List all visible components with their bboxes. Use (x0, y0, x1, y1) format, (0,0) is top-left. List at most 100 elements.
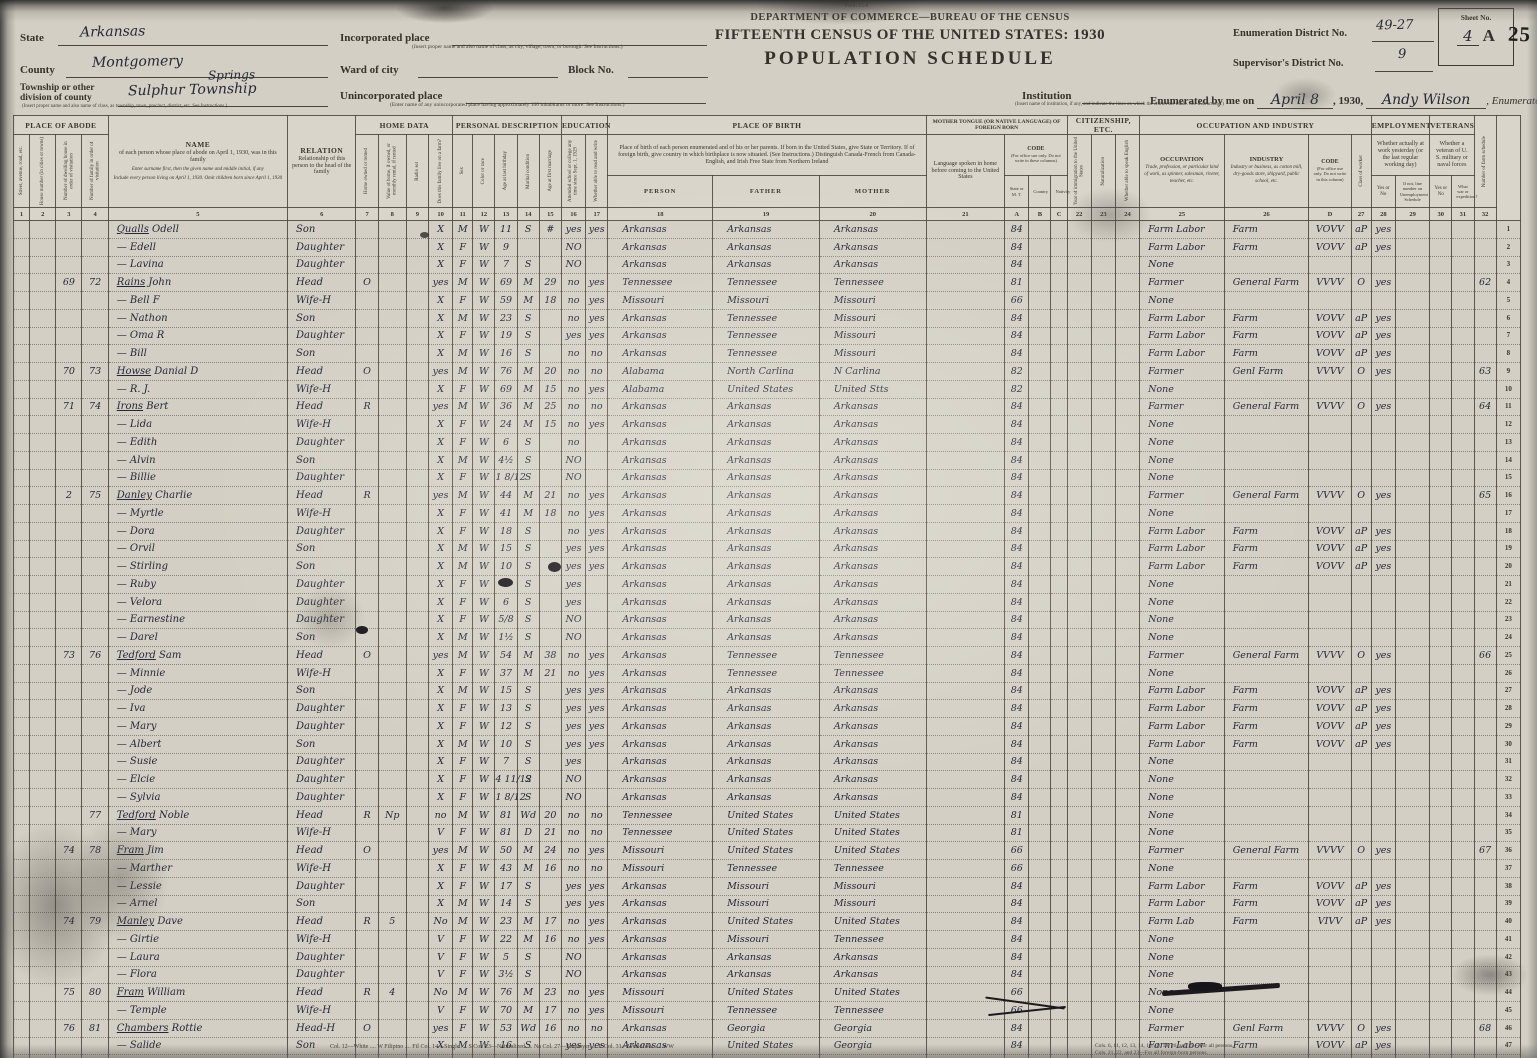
cell-house (29, 752, 57, 772)
cell-birthplace: Arkansas (607, 308, 714, 328)
cell-line-number: 13 (1495, 433, 1522, 452)
cell-naturalization (1090, 220, 1116, 239)
cell-at-work (1370, 752, 1396, 772)
cell-code-state: 84 (1004, 947, 1030, 967)
cell-code-state: 84 (1004, 415, 1030, 434)
cell-line-number: 33 (1495, 788, 1522, 807)
cell-name: — Orvil (107, 539, 289, 559)
cell-radio (405, 752, 429, 772)
cell-house (29, 912, 57, 931)
group-citizenship: CITIZENSHIP, ETC. (1066, 115, 1141, 135)
cell-war (1451, 859, 1475, 878)
cell-dwelling (55, 752, 83, 772)
cell-farm: X (427, 859, 454, 878)
cell-mother-birthplace: Arkansas (818, 468, 927, 488)
cell-class-worker: aP (1350, 521, 1372, 541)
cell-father-birthplace: Arkansas (712, 717, 820, 736)
cell-occupation: Farmer (1139, 1018, 1225, 1038)
cell-code-state: 84 (1004, 521, 1030, 541)
cell-read-write (585, 255, 609, 275)
cell-occ-code (1308, 983, 1352, 1002)
cell-line-number: 5 (1495, 291, 1522, 310)
cell-family (81, 220, 109, 239)
cell-industry: Farm (1223, 681, 1310, 701)
cell-farm-schedule: 65 (1473, 486, 1497, 505)
cell-code-nativity (1050, 237, 1068, 257)
cell-code-nativity (1050, 663, 1068, 683)
cell-class-worker (1350, 859, 1372, 878)
cell-line-number: 35 (1495, 823, 1522, 843)
cell-relation: Wife-H (286, 379, 357, 399)
cell-veteran (1429, 220, 1453, 239)
cell-name: Tedford Noble (107, 805, 289, 825)
cell-house (29, 628, 57, 647)
cell-street (12, 1036, 31, 1056)
cell-class-worker (1350, 770, 1372, 789)
cell-code-country (1028, 1018, 1052, 1038)
cell-house (29, 220, 57, 239)
cell-age-married: 29 (538, 273, 562, 292)
cell-code-state: 81 (1004, 273, 1030, 292)
cell-language (925, 894, 1006, 914)
cell-relation: Son (286, 734, 357, 754)
cell-age-married (538, 308, 562, 328)
cell-veteran (1429, 876, 1453, 896)
cell-name: — Stirling (107, 557, 289, 576)
cell-language (925, 592, 1006, 612)
cell-family (81, 823, 109, 843)
cell-line-number: 9 (1495, 362, 1522, 381)
cell-naturalization (1090, 947, 1116, 967)
cell-code-state: 66 (1004, 841, 1030, 860)
cell-radio (405, 699, 429, 718)
cell-occ-code: VVVV (1308, 646, 1352, 665)
cell-name: — Lessie (107, 876, 289, 896)
cell-school: yes (560, 539, 587, 559)
cell-owned (355, 681, 379, 701)
cell-naturalization (1090, 1001, 1116, 1020)
table-row: — Darel Son X M W 1½ S NO Arkansas Arkansas Arkans… (12, 628, 1522, 647)
cell-class-worker: O (1350, 646, 1372, 665)
cell-school: no (560, 504, 587, 523)
cell-street (12, 876, 31, 896)
cell-occupation: None (1139, 859, 1225, 878)
cell-read-write: yes (585, 504, 609, 523)
cell-radio (405, 876, 429, 896)
cell-code-nativity (1050, 575, 1068, 594)
cell-farm: No (427, 912, 454, 931)
township-value-above: Springs (207, 67, 256, 83)
cell-marital: D (516, 823, 540, 843)
cell-mother-birthplace: Arkansas (818, 575, 927, 594)
cell-industry (1223, 752, 1310, 772)
cell-occ-code: VOVV (1308, 557, 1352, 576)
cell-code-country (1028, 539, 1052, 559)
cell-value (377, 504, 407, 523)
cell-name: — Oma R (107, 326, 289, 346)
cell-school: yes (560, 592, 587, 612)
cell-color: W (472, 770, 496, 789)
cell-relation: Daughter (286, 433, 357, 452)
cell-marital: S (516, 717, 540, 736)
cell-value (377, 841, 407, 860)
cell-occ-code: VOVV (1308, 894, 1352, 914)
cell-code-nativity (1050, 220, 1068, 239)
cell-code-nativity (1050, 876, 1068, 896)
cell-english (1114, 468, 1141, 488)
cell-veteran (1429, 308, 1453, 328)
cell-industry: Farm (1223, 521, 1310, 541)
cell-read-write: yes (585, 894, 609, 914)
cell-occupation: None (1139, 433, 1225, 452)
cell-code-country (1028, 326, 1052, 346)
cell-age-married (538, 344, 562, 363)
cell-value (377, 876, 407, 896)
cell-farm-schedule (1473, 220, 1497, 239)
cell-age-married (538, 965, 562, 985)
cell-relation: Wife-H (286, 859, 357, 878)
cell-code-state: 84 (1004, 663, 1030, 683)
cell-occupation: None (1139, 752, 1225, 772)
cell-house (29, 273, 57, 292)
cell-industry: Farm (1223, 344, 1310, 363)
cell-mother-birthplace: Arkansas (818, 699, 927, 718)
cell-relation: Daughter (286, 592, 357, 612)
